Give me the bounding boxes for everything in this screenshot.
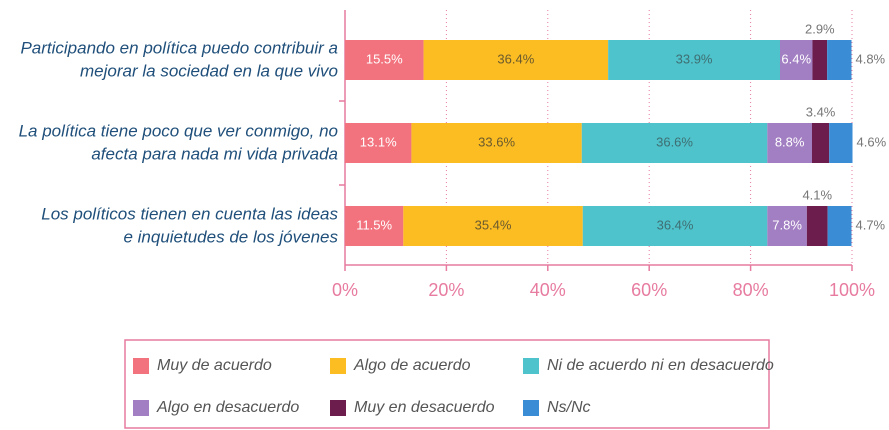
- legend-label: Algo en desacuerdo: [156, 399, 299, 416]
- legend-swatch: [523, 358, 539, 374]
- value-label: 3.4%: [806, 104, 836, 119]
- value-label: 2.9%: [805, 21, 835, 36]
- category-label: Los políticos tienen en cuenta las ideas: [41, 204, 338, 223]
- x-tick-label: 100%: [829, 280, 875, 300]
- bar-segment: [423, 40, 609, 80]
- legend-label: Muy de acuerdo: [157, 357, 272, 374]
- value-label: 4.8%: [855, 51, 885, 66]
- bar-segment: [345, 206, 404, 246]
- bar-segment: [608, 40, 781, 80]
- value-label: 4.1%: [802, 187, 832, 202]
- bar-segment: [767, 206, 807, 246]
- legend-swatch: [133, 400, 149, 416]
- category-label: mejorar la sociedad en la que vivo: [80, 61, 338, 80]
- value-label: 4.7%: [855, 217, 885, 232]
- bar-segment: [827, 206, 852, 246]
- value-label: 35.4%: [475, 217, 512, 232]
- legend-label: Ns/Nc: [547, 399, 591, 416]
- bar-segment: [806, 206, 828, 246]
- x-tick-label: 0%: [332, 280, 358, 300]
- legend-label: Muy en desacuerdo: [354, 399, 495, 416]
- legend-label: Ni de acuerdo ni en desacuerdo: [547, 357, 774, 374]
- x-tick-label: 40%: [530, 280, 566, 300]
- legend-swatch: [523, 400, 539, 416]
- value-label: 15.5%: [366, 51, 403, 66]
- value-label: 33.9%: [676, 51, 713, 66]
- bar-segment: [582, 206, 768, 246]
- bar-segment: [581, 123, 768, 163]
- value-label: 7.8%: [772, 217, 802, 232]
- category-label: e inquietudes de los jóvenes: [123, 227, 338, 246]
- bar-segment: [829, 123, 853, 163]
- bar-segment: [827, 40, 852, 80]
- value-label: 4.6%: [857, 134, 887, 149]
- category-label: Participando en política puedo contribui…: [20, 38, 338, 57]
- x-tick-label: 80%: [733, 280, 769, 300]
- value-label: 8.8%: [775, 134, 805, 149]
- x-tick-label: 60%: [631, 280, 667, 300]
- bar-segment: [345, 40, 424, 80]
- bar-segment: [780, 40, 813, 80]
- category-label: La política tiene poco que ver conmigo, …: [19, 121, 338, 140]
- bar-segment: [811, 123, 830, 163]
- bar-segment: [411, 123, 582, 163]
- value-label: 11.5%: [356, 217, 392, 232]
- value-label: 33.6%: [478, 134, 515, 149]
- legend-label: Algo de acuerdo: [353, 357, 471, 374]
- value-label: 36.4%: [497, 51, 534, 66]
- legend-swatch: [133, 358, 149, 374]
- legend-box: [124, 339, 770, 429]
- bar-segment: [403, 206, 583, 246]
- bar-segment: [767, 123, 812, 163]
- bar-segment: [812, 40, 828, 80]
- value-label: 36.4%: [657, 217, 694, 232]
- x-tick-label: 20%: [428, 280, 464, 300]
- bar-segment: [345, 123, 412, 163]
- legend-swatch: [330, 358, 346, 374]
- value-label: 13.1%: [360, 134, 397, 149]
- category-label: afecta para nada mi vida privada: [91, 144, 338, 163]
- value-label: 36.6%: [656, 134, 693, 149]
- legend-swatch: [330, 400, 346, 416]
- value-label: 6.4%: [781, 51, 811, 66]
